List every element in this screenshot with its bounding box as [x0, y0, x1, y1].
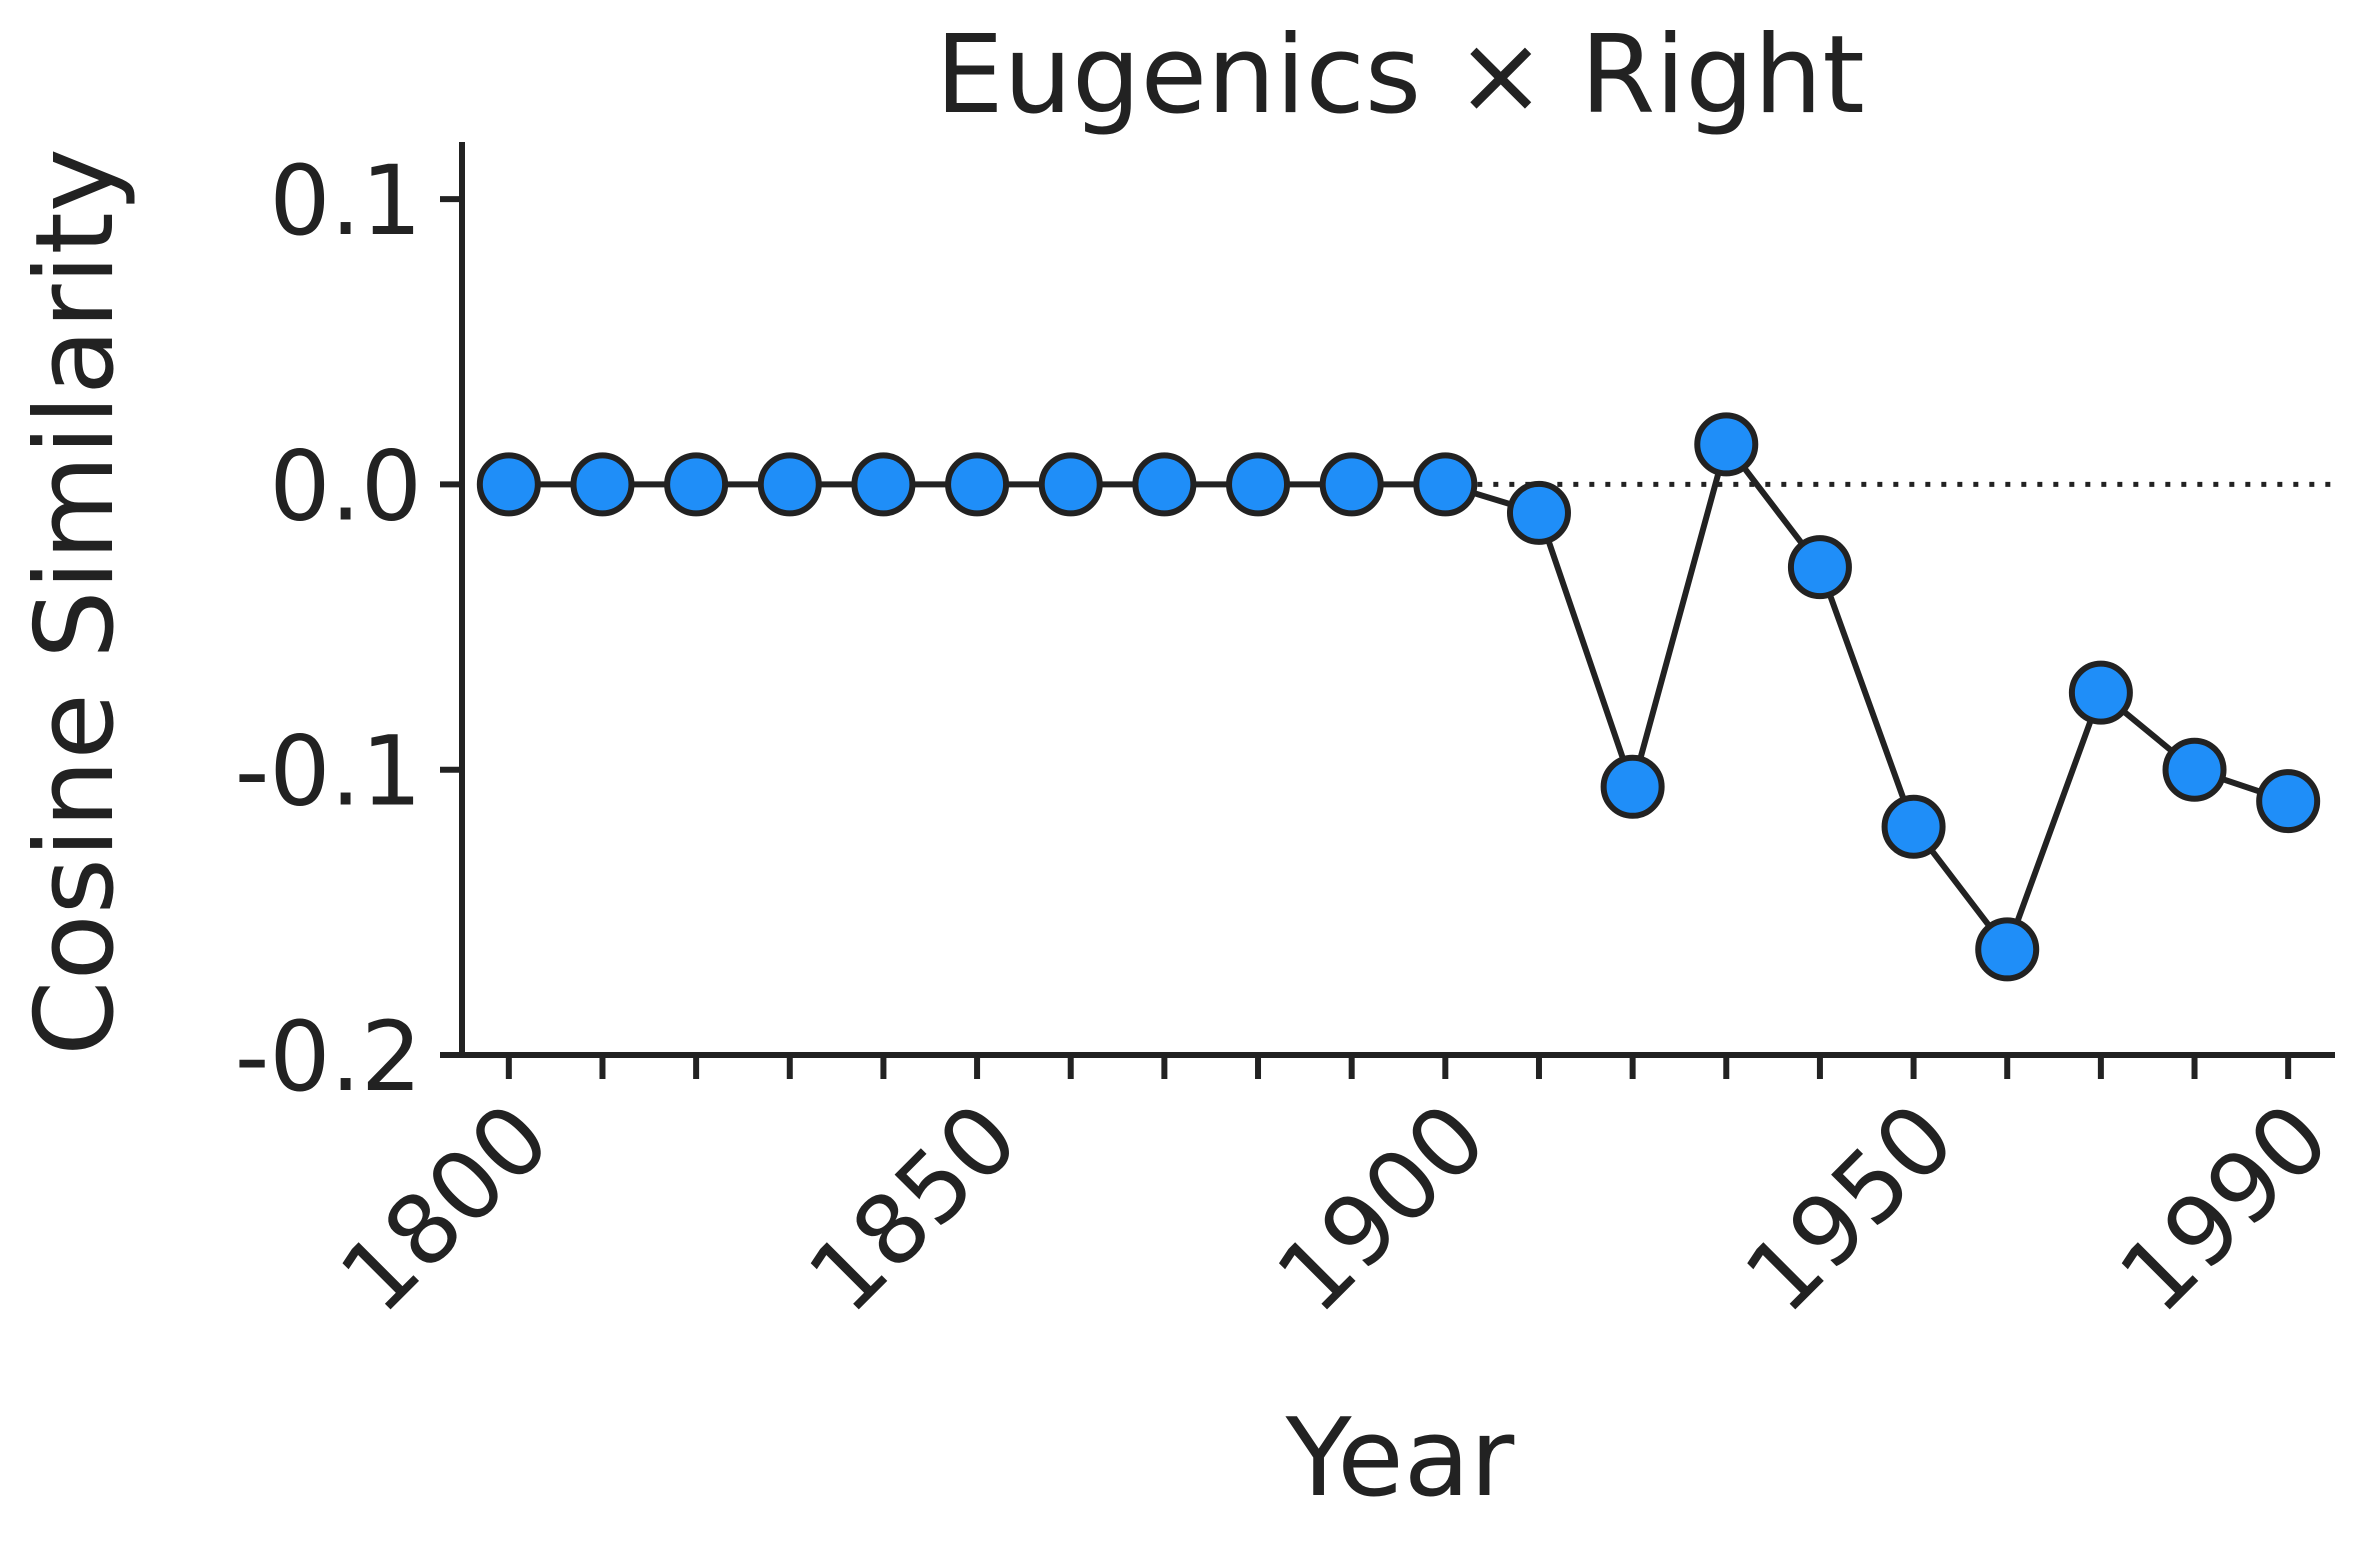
data-point [476, 452, 541, 517]
data-point [1506, 480, 1571, 545]
y-tick-label: -0.1 [235, 716, 422, 828]
data-point [1600, 754, 1665, 819]
x-axis-label: Year [1285, 1396, 1515, 1521]
data-point [2162, 737, 2227, 802]
data-point [945, 452, 1010, 517]
data-point [1975, 917, 2040, 982]
y-axis-label: Cosine Similarity [13, 148, 138, 1056]
x-tick-label: 1800 [319, 1082, 571, 1334]
y-tick-label: 0.0 [269, 430, 422, 542]
data-point [1132, 452, 1197, 517]
data-point [1694, 412, 1759, 477]
data-point [757, 452, 822, 517]
data-point [664, 452, 729, 517]
x-tick-label: 1950 [1724, 1082, 1976, 1334]
y-tick-label: 0.1 [269, 145, 422, 257]
data-point [1319, 452, 1384, 517]
x-tick-label: 1850 [787, 1082, 1039, 1334]
y-tick-label: -0.2 [235, 1001, 422, 1113]
data-point [1038, 452, 1103, 517]
data-point [1881, 794, 1946, 859]
series-line [508, 437, 2290, 956]
chart-title: Eugenics × Right [935, 13, 1864, 138]
data-point [570, 452, 635, 517]
data-point [851, 452, 916, 517]
data-point [2256, 769, 2321, 834]
data-point [1413, 452, 1478, 517]
data-point [1787, 535, 1852, 600]
series-layer [476, 412, 2321, 982]
x-tick-label: 1900 [1256, 1082, 1508, 1334]
x-tick-label: 1990 [2098, 1082, 2350, 1334]
data-point [1226, 452, 1291, 517]
data-point [2068, 660, 2133, 725]
